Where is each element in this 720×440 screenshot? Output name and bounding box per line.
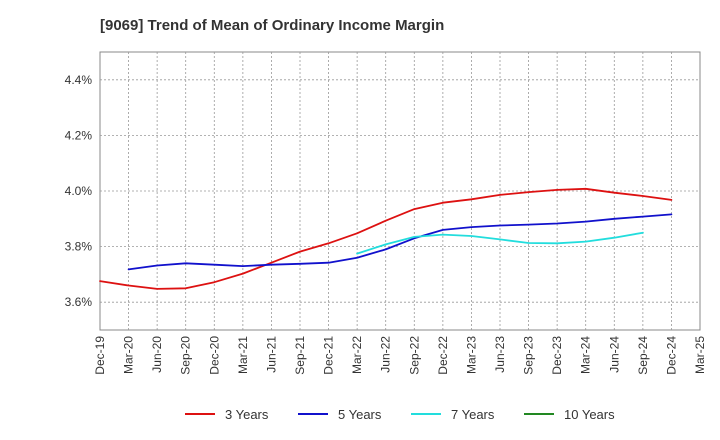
x-tick-label: Sep-22: [407, 336, 421, 375]
y-tick-label: 4.2%: [65, 128, 93, 142]
x-tick-label: Jun-20: [150, 336, 164, 373]
x-tick-label: Sep-23: [522, 336, 536, 375]
legend-label: 10 Years: [564, 407, 615, 422]
x-tick-label: Mar-23: [464, 336, 478, 374]
series-line-7-years: [356, 231, 644, 255]
y-axis: 3.6% 3.8% 4.0% 4.2% 4.4%: [65, 73, 93, 309]
x-tick-label: Jun-24: [607, 336, 621, 373]
x-tick-label: Dec-22: [436, 336, 450, 375]
x-tick-label: Sep-21: [293, 336, 307, 375]
x-tick-label: Mar-24: [579, 336, 593, 374]
legend-label: 7 Years: [451, 407, 495, 422]
x-tick-label: Dec-20: [207, 336, 221, 375]
x-tick-label: Sep-24: [636, 336, 650, 375]
y-tick-label: 4.4%: [65, 73, 93, 87]
x-tick-label: Jun-22: [379, 336, 393, 373]
x-tick-label: Dec-21: [322, 336, 336, 375]
chart-title: [9069] Trend of Mean of Ordinary Income …: [100, 17, 444, 34]
x-tick-label: Mar-25: [693, 336, 707, 374]
legend: 3 Years 5 Years 7 Years 10 Years: [185, 407, 615, 422]
legend-label: 5 Years: [338, 407, 382, 422]
x-axis: Dec-19 Mar-20 Jun-20 Sep-20 Dec-20 Mar-21 Jun-…: [93, 336, 707, 375]
series-line-3-years: [99, 187, 673, 290]
y-tick-label: 3.8%: [65, 240, 93, 254]
x-tick-label: Jun-21: [264, 336, 278, 373]
x-tick-label: Mar-21: [236, 336, 250, 374]
series-line-5-years: [127, 213, 673, 271]
grid: [100, 52, 700, 330]
x-tick-label: Dec-24: [664, 336, 678, 375]
x-tick-label: Sep-20: [179, 336, 193, 375]
x-tick-label: Mar-20: [122, 336, 136, 374]
legend-label: 3 Years: [225, 407, 269, 422]
y-tick-label: 3.6%: [65, 295, 93, 309]
x-tick-label: Jun-23: [493, 336, 507, 373]
x-tick-label: Mar-22: [350, 336, 364, 374]
series-lines: [99, 187, 673, 290]
y-tick-label: 4.0%: [65, 184, 93, 198]
x-tick-label: Dec-23: [550, 336, 564, 375]
x-tick-label: Dec-19: [93, 336, 107, 375]
